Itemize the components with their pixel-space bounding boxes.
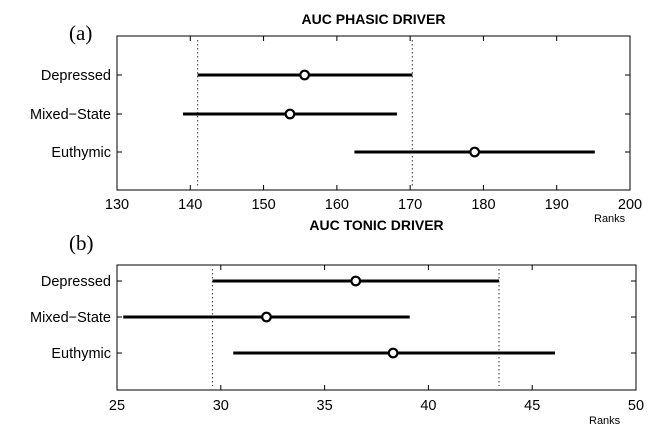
mean-marker	[261, 311, 272, 323]
mean-marker	[299, 69, 311, 81]
chart-title: AUC TONIC DRIVER	[309, 217, 443, 233]
mean-marker	[469, 146, 481, 158]
x-tick-label: 170	[398, 197, 422, 213]
x-tick-label: 160	[325, 197, 349, 213]
x-tick-label: 45	[524, 398, 540, 414]
category-label: Depressed	[41, 68, 111, 84]
category-label: Mixed−State	[30, 310, 111, 326]
x-tick-label: 140	[178, 197, 202, 213]
chart-panel-b: (b) AUC TONIC DRIVER 25 30 35 40 45 50 Ranks Depr…	[30, 217, 644, 427]
x-tick-label: 35	[317, 398, 333, 414]
category-label: Euthymic	[51, 346, 111, 362]
x-tick-label: 150	[251, 197, 275, 213]
chart-title: AUC PHASIC DRIVER	[302, 11, 446, 27]
category-label: Depressed	[41, 274, 111, 290]
chart-panel-a: (a) AUC PHASIC DRIVER 130 140 150 160 170 180 19…	[30, 11, 642, 225]
x-axis-label: Ranks	[594, 213, 626, 225]
x-tick-label: 40	[420, 398, 436, 414]
mean-marker	[387, 347, 399, 359]
mean-marker	[350, 275, 362, 287]
x-tick-label: 130	[105, 197, 129, 213]
mean-marker	[284, 108, 296, 120]
category-label: Euthymic	[51, 145, 111, 161]
panel-label: (b)	[69, 231, 94, 255]
x-tick-label: 25	[109, 398, 125, 414]
x-tick-label: 180	[471, 197, 495, 213]
category-label: Mixed−State	[30, 107, 111, 123]
x-axis-label: Ranks	[589, 415, 621, 427]
x-tick-label: 30	[213, 398, 229, 414]
x-tick-label: 190	[545, 197, 569, 213]
plot-frame	[116, 35, 631, 191]
panel-label: (a)	[69, 21, 92, 45]
x-tick-label: 200	[618, 197, 642, 213]
x-tick-label: 50	[628, 398, 644, 414]
plot-frame	[116, 264, 637, 391]
